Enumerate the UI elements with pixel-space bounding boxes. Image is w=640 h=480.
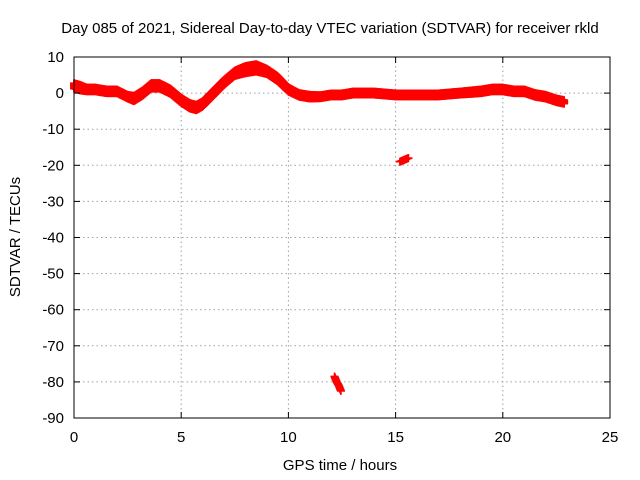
y-tick-label: -30 (42, 193, 64, 210)
x-tick-label: 5 (177, 429, 185, 446)
y-tick-label: -10 (42, 121, 64, 138)
y-tick-labels: 10 0 -10 -20 -30 -40 -50 -60 -70 -80 -90 (42, 49, 64, 427)
x-tick-label: 0 (70, 429, 78, 446)
grid-lines (74, 57, 610, 418)
y-tick-label: 10 (47, 49, 64, 66)
x-tick-label: 10 (280, 429, 297, 446)
y-tick-label: -50 (42, 266, 64, 283)
x-tick-label: 25 (602, 429, 619, 446)
data-point (336, 386, 345, 395)
x-tick-label: 15 (387, 429, 404, 446)
data-points (70, 60, 569, 395)
y-tick-label: -90 (42, 410, 64, 427)
x-axis-label: GPS time / hours (283, 457, 397, 474)
y-tick-label: -80 (42, 374, 64, 391)
y-tick-label: -60 (42, 302, 64, 319)
y-tick-label: -70 (42, 338, 64, 355)
series (70, 60, 569, 115)
data-point (560, 96, 569, 105)
y-axis-label: SDTVAR / TECUs (7, 177, 24, 297)
chart-title: Day 085 of 2021, Sidereal Day-to-day VTE… (61, 20, 598, 37)
y-tick-label: 0 (56, 85, 64, 102)
x-tick-labels: 0 5 10 15 20 25 (70, 429, 619, 446)
series (330, 372, 345, 395)
y-tick-label: -40 (42, 230, 64, 247)
series (395, 154, 413, 166)
axis-ticks (73, 56, 611, 419)
y-tick-label: -20 (42, 157, 64, 174)
x-tick-label: 20 (494, 429, 511, 446)
data-point (404, 154, 413, 163)
